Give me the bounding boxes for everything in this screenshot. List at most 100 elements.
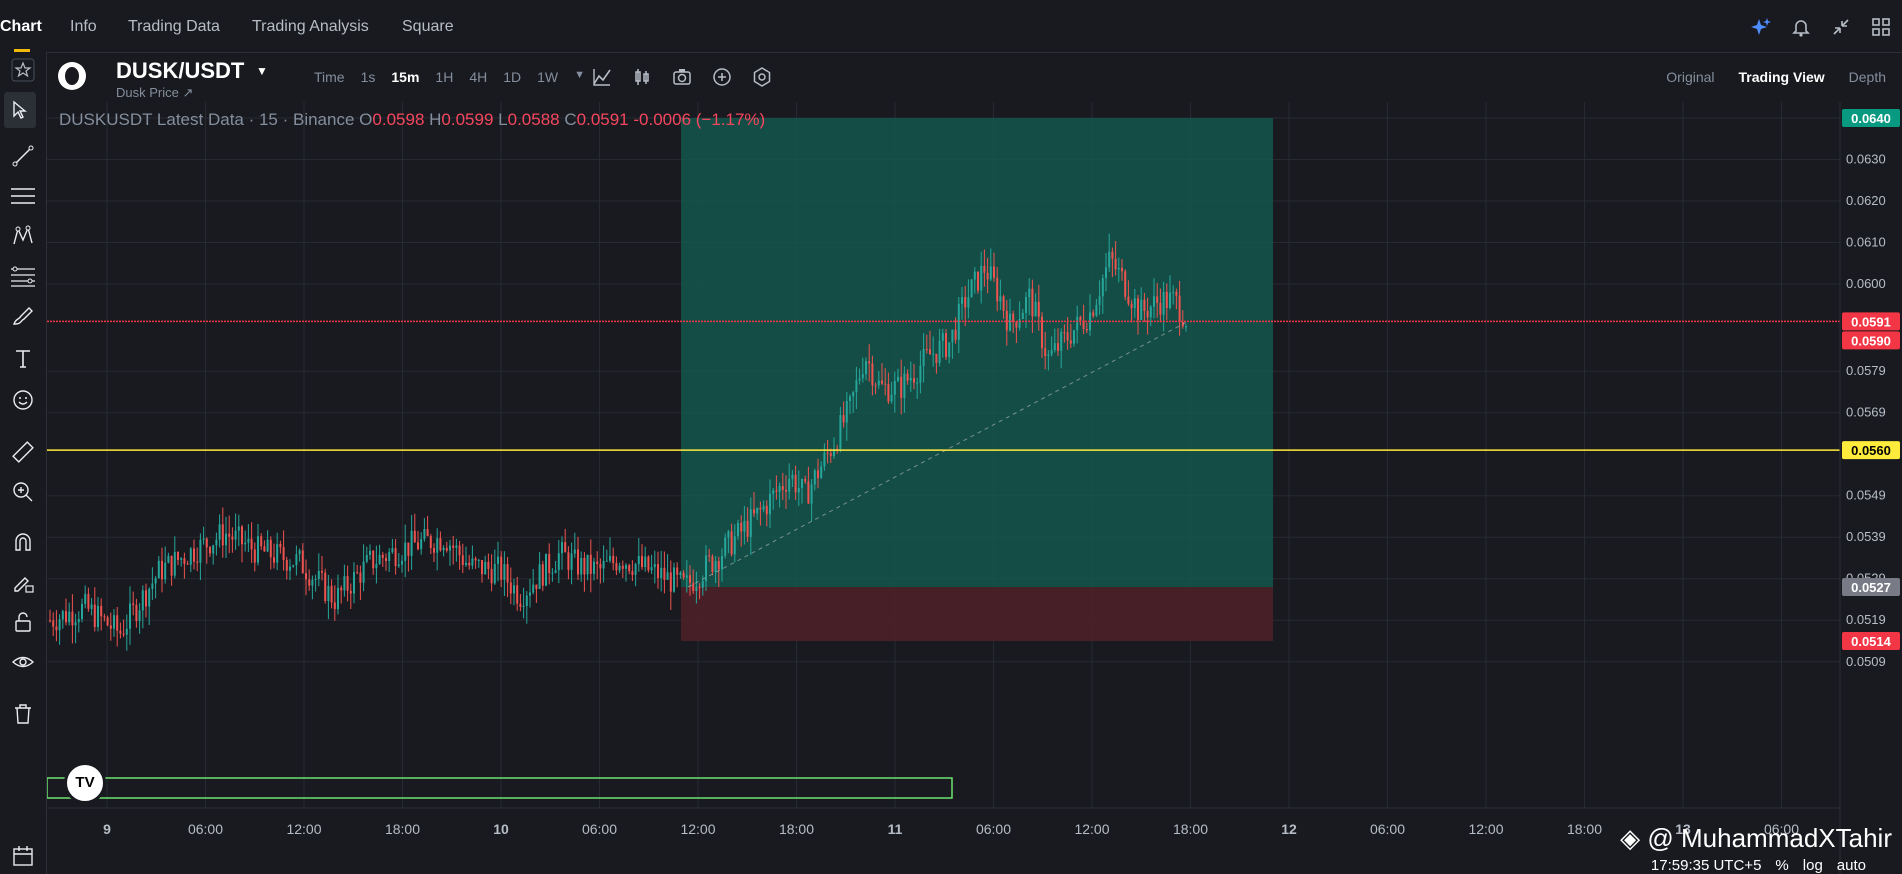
interval-label[interactable]: Time	[314, 69, 345, 85]
magnet-icon[interactable]	[0, 524, 46, 560]
candle-body	[858, 378, 861, 381]
candle	[58, 614, 61, 645]
caret-down-icon[interactable]: ▼	[256, 64, 268, 78]
candle-body	[807, 481, 810, 504]
favorite-star-icon[interactable]	[0, 52, 46, 88]
candle	[1092, 309, 1095, 319]
candle-body	[717, 560, 720, 570]
calendar-icon[interactable]	[0, 838, 46, 874]
lock-drawing-icon[interactable]	[0, 564, 46, 600]
candle-body	[253, 549, 256, 563]
add-circle-icon[interactable]	[711, 66, 733, 88]
unlock-icon[interactable]	[0, 604, 46, 640]
interval-dropdown-icon[interactable]: ▼	[574, 69, 586, 81]
candle	[234, 513, 237, 550]
watermark-text: ◈ @ MuhammadXTahir	[1620, 823, 1892, 854]
view-depth[interactable]: Depth	[1848, 69, 1886, 85]
interval-4h[interactable]: 4H	[469, 69, 488, 85]
candle-body	[551, 572, 554, 574]
candle-body	[417, 542, 419, 550]
candle-body	[557, 553, 560, 571]
candle	[730, 523, 733, 557]
candle-type-icon[interactable]	[631, 66, 653, 88]
candle-body	[900, 376, 903, 399]
tab-info[interactable]: Info	[70, 18, 97, 35]
candle	[401, 555, 403, 573]
emoji-icon[interactable]	[0, 382, 46, 418]
active-tab-indicator	[14, 49, 30, 52]
settings-icon[interactable]	[751, 66, 773, 88]
candle-body	[1047, 354, 1050, 356]
candle	[621, 560, 624, 578]
fib-icon[interactable]	[0, 258, 46, 294]
candle-body	[881, 380, 883, 384]
price-chart[interactable]: 0.0640 0.0630 0.0620 0.0610 0.0600 0.0579 0.05…	[47, 102, 1902, 874]
bell-icon[interactable]	[1790, 16, 1812, 38]
pattern-icon[interactable]	[0, 218, 46, 254]
tab-trading-data[interactable]: Trading Data	[128, 18, 220, 35]
interval-1s[interactable]: 1s	[360, 69, 376, 85]
pair-subtitle[interactable]: Dusk Price ↗	[116, 85, 194, 100]
tradingview-logo-icon[interactable]: TV	[64, 762, 106, 804]
candle-body	[263, 546, 266, 552]
candle-body	[68, 611, 71, 623]
camera-icon[interactable]	[671, 66, 693, 88]
tab-chart[interactable]: Chart	[0, 18, 42, 35]
candle	[77, 611, 80, 633]
candle-body	[1063, 331, 1066, 333]
zoom-in-icon[interactable]	[0, 474, 46, 510]
interval-1h[interactable]: 1H	[435, 69, 454, 85]
trend-line-icon[interactable]	[0, 138, 46, 174]
horizontal-lines-icon[interactable]	[0, 178, 46, 214]
auto-toggle[interactable]: auto	[1836, 857, 1866, 874]
eye-icon[interactable]	[0, 644, 46, 680]
candle	[1185, 324, 1187, 332]
candle-body	[1085, 329, 1088, 331]
candle	[506, 556, 509, 598]
text-tool-icon[interactable]	[0, 340, 46, 376]
candle	[257, 523, 259, 566]
indicators-icon[interactable]	[591, 66, 613, 88]
candle	[743, 505, 746, 545]
candle-body	[650, 567, 653, 571]
candle-body	[753, 509, 755, 514]
price-tag: 0.0527	[1842, 578, 1900, 597]
view-trading-view[interactable]: Trading View	[1738, 69, 1825, 85]
ruler-icon[interactable]	[0, 434, 46, 470]
pair-name[interactable]: DUSK/USDT	[116, 58, 245, 83]
candle-body	[1044, 348, 1047, 356]
collapse-icon[interactable]	[1830, 16, 1852, 38]
interval-1w[interactable]: 1W	[537, 69, 559, 85]
candle	[833, 437, 835, 459]
candle	[93, 587, 96, 632]
price-axis: 0.0640 0.0630 0.0620 0.0610 0.0600 0.0579 0.05…	[1839, 102, 1900, 874]
percent-toggle[interactable]: %	[1775, 857, 1789, 874]
candle	[237, 514, 240, 547]
candle-body	[516, 585, 519, 604]
candle	[826, 439, 829, 464]
high-value: 0.0599	[441, 110, 494, 129]
brush-icon[interactable]	[0, 298, 46, 334]
candle	[333, 585, 336, 621]
candle	[349, 583, 352, 609]
trash-icon[interactable]	[0, 696, 46, 732]
candle-body	[810, 484, 813, 504]
candle-body	[122, 633, 125, 635]
layout-grid-icon[interactable]	[1870, 16, 1892, 38]
cursor-icon[interactable]	[4, 92, 36, 128]
ai-sparkle-icon[interactable]	[1750, 16, 1772, 38]
tab-square[interactable]: Square	[402, 18, 454, 35]
candle	[378, 544, 381, 565]
candle	[103, 613, 106, 622]
log-toggle[interactable]: log	[1802, 857, 1823, 874]
interval-1d[interactable]: 1D	[503, 69, 522, 85]
candle-body	[90, 604, 93, 609]
tab-trading-analysis[interactable]: Trading Analysis	[252, 18, 369, 35]
candle	[541, 560, 544, 592]
view-original[interactable]: Original	[1666, 69, 1715, 85]
interval-15m[interactable]: 15m	[391, 69, 420, 85]
candle	[445, 541, 448, 553]
candle	[817, 458, 819, 489]
candle-body	[474, 558, 477, 561]
candle-body	[701, 581, 704, 588]
